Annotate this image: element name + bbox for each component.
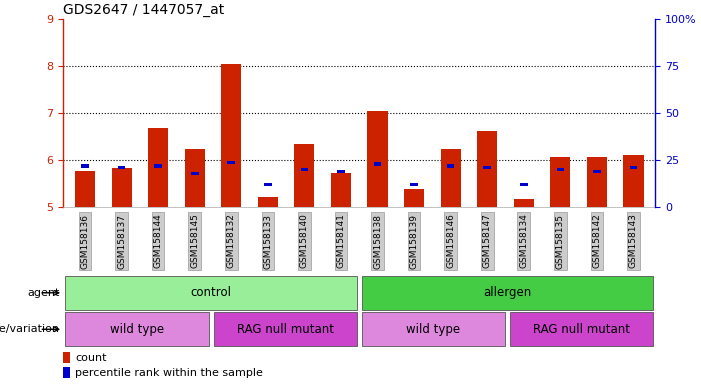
Text: control: control <box>191 286 231 299</box>
Bar <box>410 183 418 186</box>
Bar <box>264 183 272 186</box>
Bar <box>63 367 70 378</box>
Bar <box>593 170 601 173</box>
Bar <box>118 166 125 169</box>
Text: genotype/variation: genotype/variation <box>0 324 60 334</box>
Bar <box>623 155 644 207</box>
Bar <box>148 128 168 207</box>
Bar <box>362 313 505 346</box>
Bar <box>337 170 345 173</box>
Bar <box>294 144 315 207</box>
Bar <box>367 111 388 207</box>
Bar <box>184 149 205 207</box>
Bar <box>374 162 381 166</box>
Bar <box>404 189 424 207</box>
Bar <box>557 168 564 171</box>
Bar <box>484 166 491 169</box>
Bar <box>550 157 571 207</box>
Bar <box>65 276 357 310</box>
Bar <box>214 313 357 346</box>
Bar <box>75 170 95 207</box>
Bar <box>514 199 534 207</box>
Bar <box>441 149 461 207</box>
Bar <box>191 172 198 175</box>
Bar <box>629 166 637 169</box>
Bar <box>447 164 454 167</box>
Bar <box>63 352 70 363</box>
Bar <box>331 174 351 207</box>
Bar <box>154 164 162 167</box>
Text: percentile rank within the sample: percentile rank within the sample <box>75 367 263 377</box>
Text: RAG null mutant: RAG null mutant <box>237 323 334 336</box>
Text: allergen: allergen <box>483 286 531 299</box>
Bar <box>81 164 89 167</box>
Text: GDS2647 / 1447057_at: GDS2647 / 1447057_at <box>63 3 224 17</box>
Bar <box>258 197 278 207</box>
Bar <box>510 313 653 346</box>
Bar <box>227 161 235 164</box>
Bar <box>111 168 132 207</box>
Text: wild type: wild type <box>110 323 164 336</box>
Bar <box>477 131 497 207</box>
Bar <box>362 276 653 310</box>
Bar <box>222 64 241 207</box>
Bar <box>520 183 528 186</box>
Bar <box>587 157 607 207</box>
Text: count: count <box>75 353 107 362</box>
Text: wild type: wild type <box>407 323 461 336</box>
Bar <box>301 168 308 171</box>
Text: RAG null mutant: RAG null mutant <box>533 323 630 336</box>
Bar <box>65 313 209 346</box>
Text: agent: agent <box>27 288 60 298</box>
